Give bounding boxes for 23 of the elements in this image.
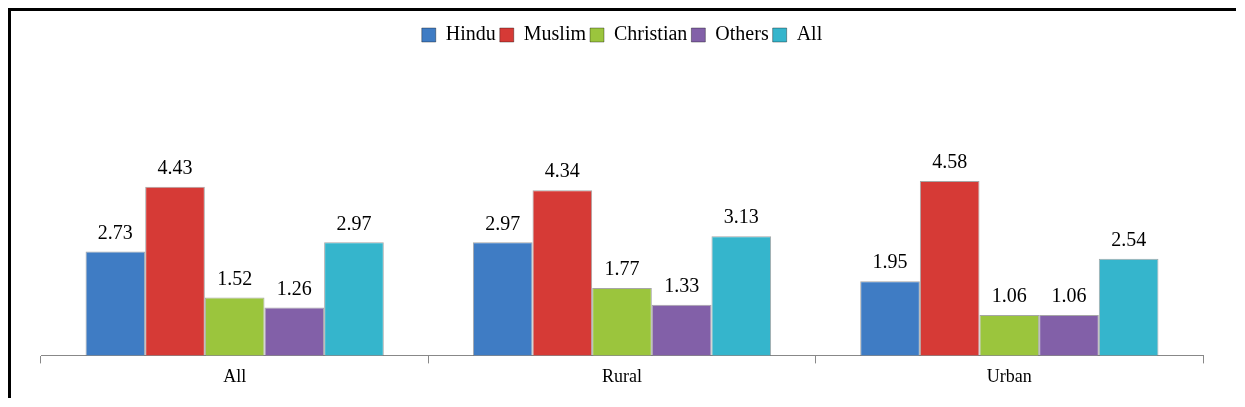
data-label: 2.97: [485, 211, 521, 234]
data-label: 1.26: [276, 276, 312, 299]
data-label: 4.43: [157, 155, 193, 178]
data-label: 4.58: [932, 150, 968, 173]
legend-label: Hindu: [445, 22, 496, 45]
data-label: 1.77: [604, 257, 640, 280]
x-tick-label: Rural: [602, 365, 642, 386]
legend-label: Others: [715, 22, 769, 45]
data-label: 1.52: [217, 266, 253, 289]
legend-label: All: [796, 22, 823, 45]
data-label: 1.95: [872, 250, 908, 273]
data-label: 4.34: [544, 159, 580, 182]
data-label: 2.54: [1111, 227, 1147, 250]
data-label: 2.97: [336, 211, 372, 234]
x-tick-label: Urban: [986, 365, 1032, 386]
data-label: 1.06: [991, 284, 1027, 307]
data-label: 1.33: [664, 274, 700, 296]
data-label: 2.73: [97, 220, 133, 243]
data-label: 3.13: [723, 205, 759, 228]
data-label: 1.06: [1051, 284, 1087, 307]
x-tick-label: All: [223, 365, 247, 386]
legend-label: Muslim: [523, 22, 587, 45]
legend-label: Christian: [614, 22, 688, 45]
